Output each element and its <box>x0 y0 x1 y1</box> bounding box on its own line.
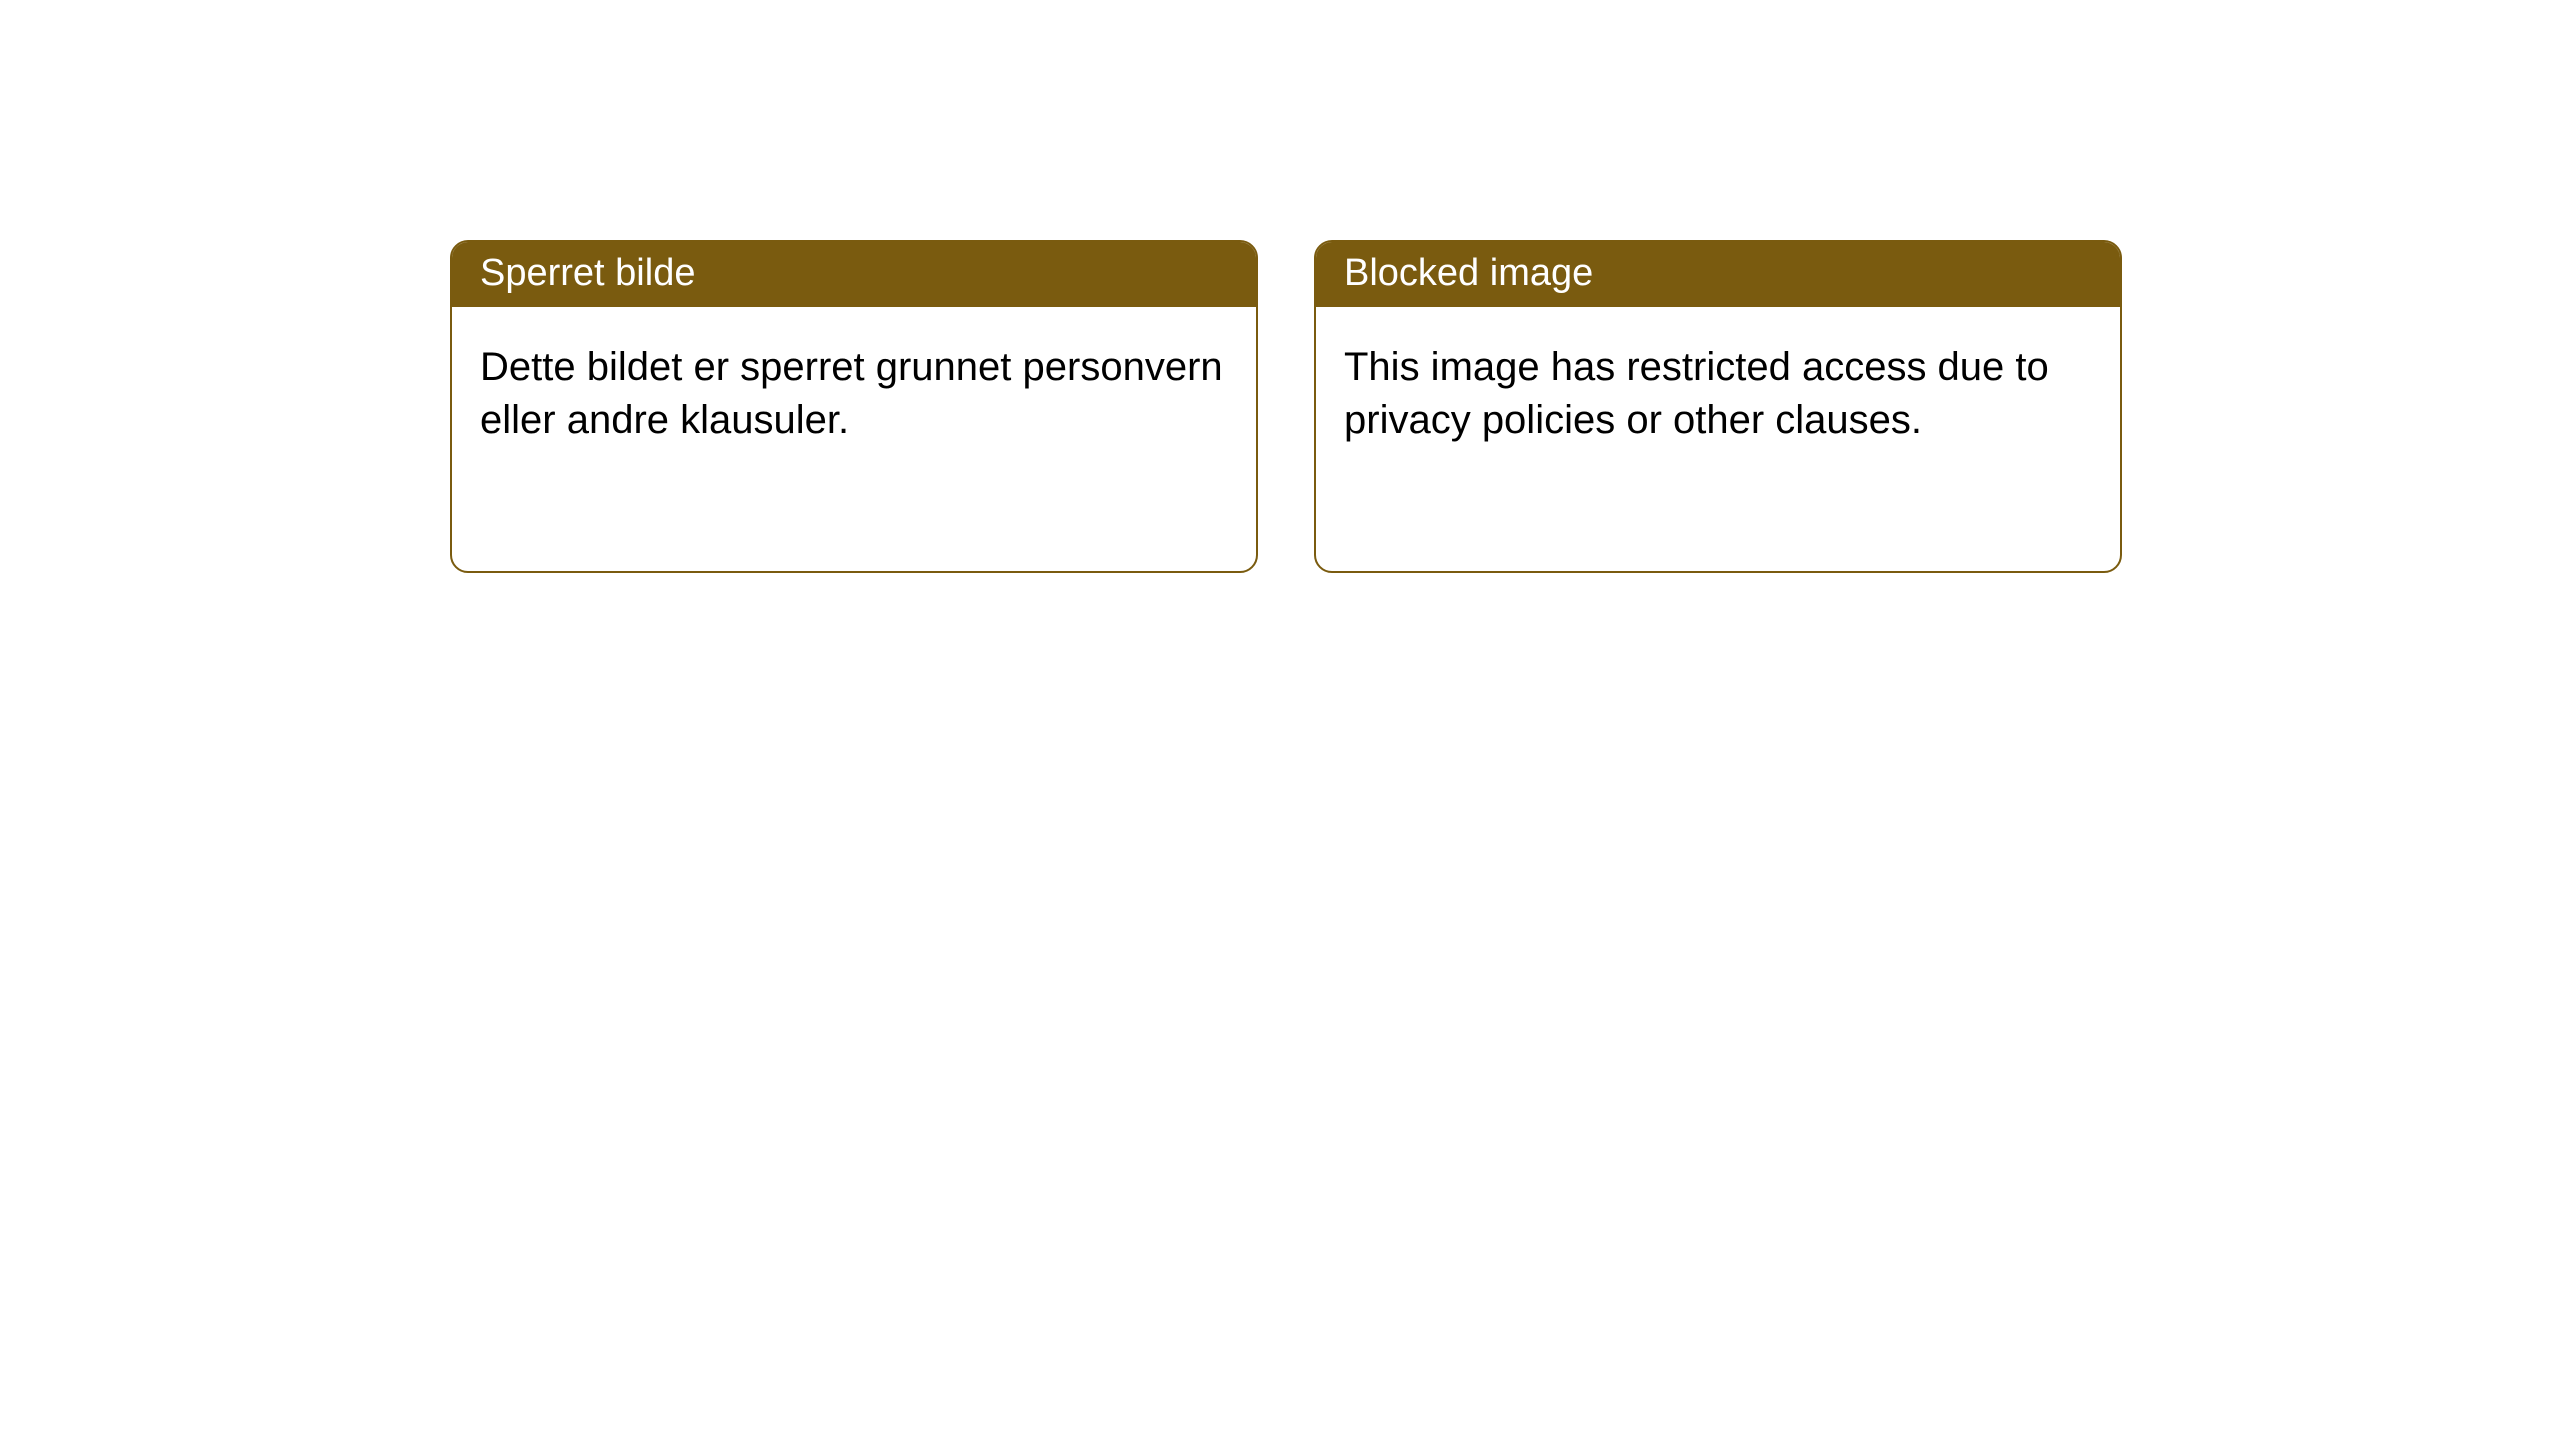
notice-card-norwegian: Sperret bilde Dette bildet er sperret gr… <box>450 240 1258 573</box>
notice-body-english: This image has restricted access due to … <box>1316 307 2120 571</box>
notice-container: Sperret bilde Dette bildet er sperret gr… <box>0 0 2560 573</box>
notice-text-norwegian: Dette bildet er sperret grunnet personve… <box>480 341 1228 447</box>
notice-card-english: Blocked image This image has restricted … <box>1314 240 2122 573</box>
notice-body-norwegian: Dette bildet er sperret grunnet personve… <box>452 307 1256 571</box>
notice-header-english: Blocked image <box>1316 242 2120 307</box>
notice-text-english: This image has restricted access due to … <box>1344 341 2092 447</box>
notice-header-norwegian: Sperret bilde <box>452 242 1256 307</box>
